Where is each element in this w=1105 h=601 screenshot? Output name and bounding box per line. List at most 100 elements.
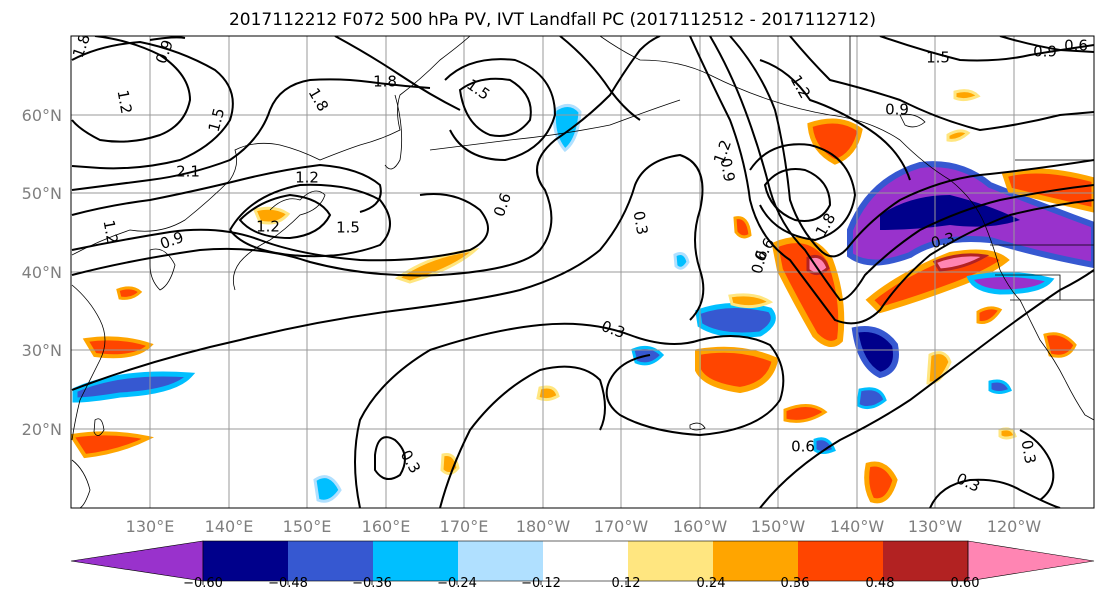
contour-line bbox=[929, 478, 1061, 508]
contour-label: 0.6 bbox=[791, 438, 815, 456]
pv-contours bbox=[71, 36, 1094, 508]
shade-region bbox=[988, 379, 1012, 394]
colorbar-segment bbox=[798, 541, 883, 581]
coastline-aleutians bbox=[429, 99, 681, 151]
contour-label: 0.6 bbox=[748, 248, 772, 276]
coastline-hawaii bbox=[689, 422, 706, 431]
contour-line bbox=[71, 36, 661, 277]
longitude-label: 170°W bbox=[594, 517, 649, 536]
contour-line bbox=[71, 163, 382, 216]
contour-label: 1.5 bbox=[205, 106, 229, 134]
contour-label: 0.3 bbox=[1018, 439, 1040, 466]
contour-label: 0.9 bbox=[717, 157, 739, 184]
colorbar-labels: −0.60 −0.48 −0.36 −0.24 −0.12 0.12 0.24 0.36 0.4… bbox=[183, 576, 979, 591]
contour-label: 0.3 bbox=[630, 210, 652, 237]
latitude-label: 50°N bbox=[22, 184, 62, 203]
coastline-philippines bbox=[71, 459, 91, 508]
latitude-label: 30°N bbox=[22, 341, 62, 360]
shade-region bbox=[733, 216, 752, 239]
shade-region bbox=[932, 253, 990, 272]
colorbar-tick-label: 0.24 bbox=[697, 576, 726, 591]
coastline-north-america bbox=[999, 269, 1094, 421]
coastline-taiwan bbox=[93, 418, 105, 436]
shade-region bbox=[953, 89, 981, 102]
contour-label: 1.2 bbox=[100, 219, 122, 246]
contour-line bbox=[439, 365, 606, 508]
shade-region bbox=[851, 326, 899, 379]
contour-line bbox=[1019, 429, 1055, 501]
coastlines bbox=[71, 36, 1094, 508]
contour-line bbox=[729, 36, 1094, 258]
longitude-label: 170°E bbox=[440, 517, 489, 536]
contour-line bbox=[374, 436, 406, 480]
contour-line bbox=[689, 36, 1094, 325]
longitude-label: 120°W bbox=[987, 517, 1042, 536]
colorbar-segment bbox=[203, 541, 288, 581]
contour-label: 0.9 bbox=[1033, 43, 1057, 61]
contour-label: 0.9 bbox=[885, 101, 909, 119]
colorbar-tick-label: −0.24 bbox=[437, 576, 477, 591]
contour-line bbox=[71, 153, 705, 391]
latitude-label: 60°N bbox=[22, 106, 62, 125]
coastline-canada-border bbox=[849, 36, 1094, 161]
colorbar-tick-label: −0.48 bbox=[268, 576, 308, 591]
colorbar-segment bbox=[883, 541, 968, 581]
longitude-label: 130°W bbox=[908, 517, 963, 536]
coastline-us-states bbox=[990, 244, 1094, 301]
contour-line bbox=[559, 36, 641, 121]
figure-title: 2017112212 F072 500 hPa PV, IVT Landfall… bbox=[228, 10, 876, 30]
coastline-korea bbox=[149, 248, 176, 291]
shade-region bbox=[880, 195, 1020, 230]
coastline-japan bbox=[232, 190, 326, 291]
contour-label: 1.8 bbox=[373, 73, 397, 91]
contour-line bbox=[999, 36, 1094, 53]
shade-region bbox=[252, 206, 291, 225]
contour-label: 1.5 bbox=[926, 49, 950, 67]
contour-line bbox=[759, 269, 1094, 508]
longitude-label: 140°E bbox=[205, 517, 254, 536]
longitude-label: 150°E bbox=[283, 517, 332, 536]
coastline-asia bbox=[71, 36, 471, 256]
contour-label: 0.6 bbox=[1064, 37, 1088, 55]
shade-region bbox=[673, 252, 690, 270]
coastline-bc-islands bbox=[899, 113, 926, 128]
coastline-china bbox=[71, 284, 106, 441]
shade-region bbox=[783, 404, 828, 423]
contour-line bbox=[71, 40, 234, 170]
colorbar-extend-left bbox=[70, 540, 204, 582]
contour-line bbox=[763, 168, 832, 222]
contour-line bbox=[709, 36, 1094, 302]
contour-line bbox=[334, 36, 461, 111]
shade-region bbox=[946, 129, 971, 142]
shade-region bbox=[72, 371, 196, 403]
contour-line bbox=[354, 322, 785, 508]
longitude-label: 160°E bbox=[362, 517, 411, 536]
shade-region bbox=[695, 346, 779, 394]
colorbar-outline bbox=[202, 540, 969, 582]
contour-label: 1.2 bbox=[114, 89, 136, 116]
shade-region bbox=[82, 336, 154, 359]
contour-line bbox=[71, 36, 192, 143]
colorbar-tick-label: −0.60 bbox=[183, 576, 223, 591]
contour-label: 0.3 bbox=[929, 229, 957, 253]
contour-label: 1.2 bbox=[295, 169, 319, 187]
colorbar-segment bbox=[543, 541, 628, 581]
shade-region bbox=[553, 104, 582, 153]
longitude-label: 130°E bbox=[126, 517, 175, 536]
contour-label: 1.5 bbox=[336, 219, 360, 237]
shade-region bbox=[966, 271, 1055, 295]
contour-line bbox=[71, 193, 489, 262]
shade-region bbox=[313, 475, 342, 503]
latitude-label: 40°N bbox=[22, 263, 62, 282]
colorbar-segment bbox=[458, 541, 543, 581]
map-border bbox=[70, 35, 1095, 509]
shade-region bbox=[976, 306, 1003, 324]
shade-region bbox=[695, 302, 776, 338]
colorbar-segment bbox=[713, 541, 798, 581]
contour-line bbox=[458, 77, 532, 137]
shade-region bbox=[440, 453, 460, 475]
colorbar-tick-label: 0.48 bbox=[866, 576, 895, 591]
colorbar bbox=[70, 540, 1095, 582]
latitude-labels: 60°N 50°N 40°N 30°N 20°N bbox=[22, 106, 62, 439]
